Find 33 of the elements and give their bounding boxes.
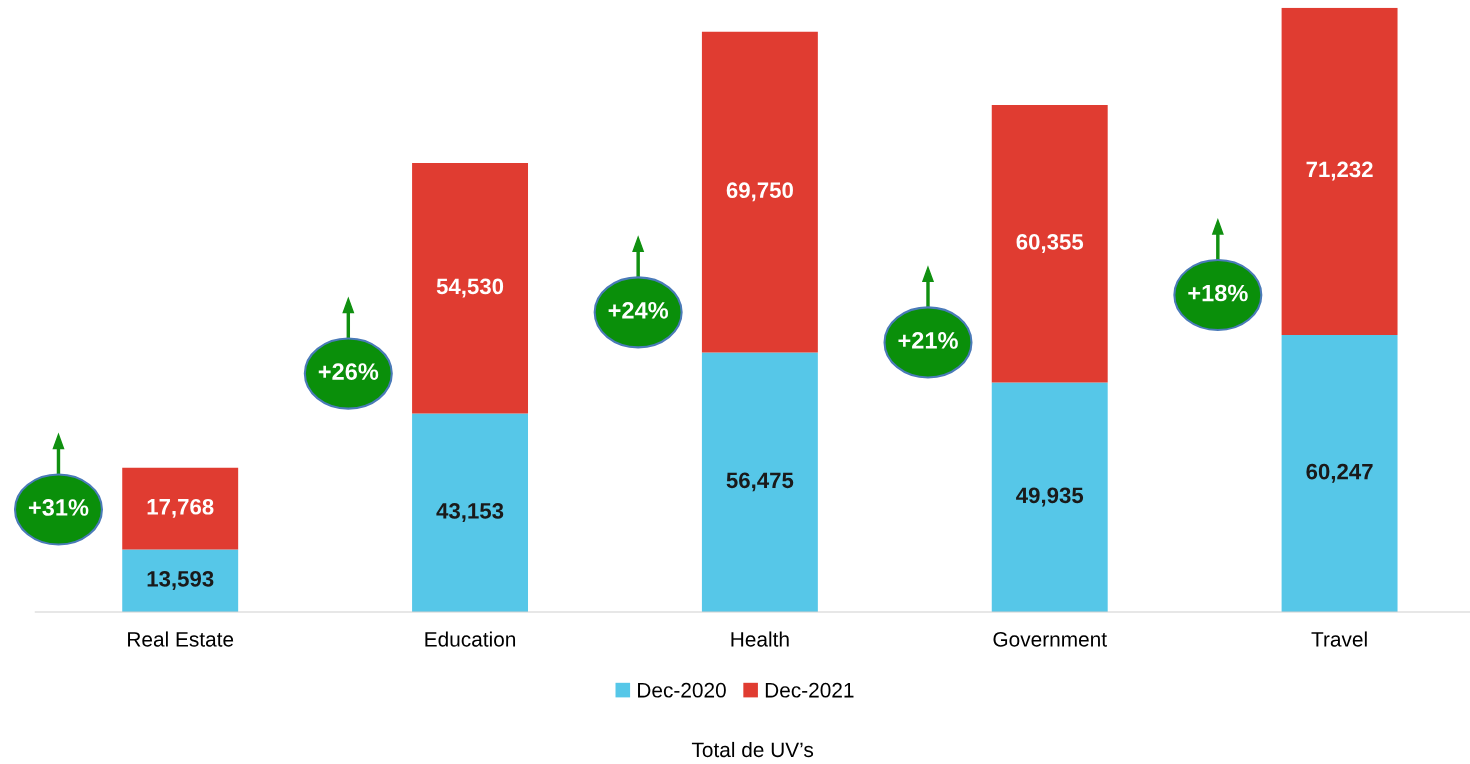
data-label: 56,475 — [726, 472, 794, 492]
annotation: +31% — [28, 499, 89, 516]
data-label: 60,355 — [1016, 233, 1084, 253]
bar — [412, 162, 529, 414]
data-label: 17,768 — [147, 498, 214, 518]
x-tick-label: Education — [425, 631, 516, 647]
x-tick-label: Government — [993, 631, 1107, 647]
bar — [991, 382, 1108, 612]
bar — [122, 549, 239, 612]
data-label: 49,935 — [1016, 487, 1084, 507]
bar — [412, 413, 529, 612]
bar — [122, 467, 239, 550]
x-tick-label: Travel — [1311, 631, 1367, 647]
x-tick-label: Real Estate — [128, 631, 234, 647]
annotation: +21% — [898, 332, 958, 349]
annotation: +18% — [1188, 284, 1248, 302]
bar — [991, 105, 1108, 383]
x-tick-label: Health — [731, 631, 789, 647]
data-label: 54,530 — [436, 278, 504, 298]
data-label: 60,247 — [1306, 463, 1373, 483]
data-label: 71,232 — [1306, 161, 1373, 181]
legend-label: Dec-2020 — [638, 682, 726, 698]
bar — [701, 31, 818, 353]
data-label: 13,593 — [147, 570, 214, 590]
bar — [1281, 7, 1398, 336]
x-axis-title: Total de UV’s — [691, 741, 814, 758]
annotation: +24% — [608, 301, 669, 319]
annotation: +26% — [318, 363, 379, 380]
bar — [1281, 335, 1398, 612]
data-label: 69,750 — [726, 182, 793, 202]
bar — [701, 352, 818, 612]
data-label: 43,153 — [436, 503, 504, 522]
legend-label: Dec-2021 — [765, 682, 854, 698]
